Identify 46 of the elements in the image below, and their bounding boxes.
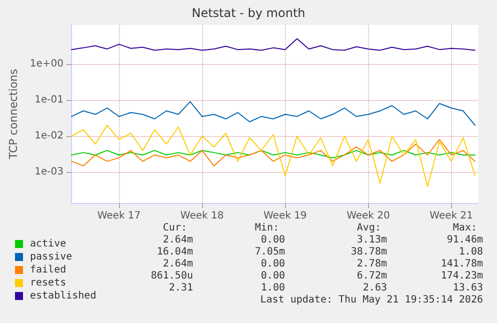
chart-title: Netstat - by month <box>192 6 306 20</box>
legend-label: failed <box>30 264 66 276</box>
x-tick-label: Week 18 <box>180 210 224 222</box>
text: Min: <box>254 222 279 234</box>
text: 13.63 <box>452 282 483 294</box>
line-series <box>71 101 476 126</box>
text: 2.63 <box>362 282 387 294</box>
line-series <box>71 38 476 51</box>
text: 861.50u <box>150 270 193 282</box>
text: 2.78m <box>356 258 387 270</box>
y-tick-label: 1e-03 <box>34 166 64 178</box>
text: Avg: <box>356 222 381 234</box>
legend-label: passive <box>30 252 72 262</box>
text: 1.00 <box>260 282 285 294</box>
text: 2.64m <box>162 258 193 270</box>
y-tick-label: 1e-01 <box>34 94 64 106</box>
x-tick-label: Week 21 <box>430 210 473 222</box>
text: Max: <box>452 222 477 234</box>
text: 7.05m <box>254 246 285 258</box>
line-series <box>71 124 476 188</box>
text: 141.78m <box>440 258 483 270</box>
y-tick-label: 1e+00 <box>30 58 64 70</box>
legend-label: active <box>30 238 66 250</box>
text: 0.00 <box>260 258 285 270</box>
x-tick-label: Week 19 <box>263 210 307 222</box>
text: Last update: Thu May 21 19:35:14 2026 <box>260 294 483 306</box>
y-tick-label: 1e-02 <box>34 130 64 142</box>
line-series <box>71 150 476 158</box>
line-series <box>71 139 476 166</box>
legend-label: established <box>30 290 96 302</box>
text: 16.04m <box>156 246 193 258</box>
legend-label: resets <box>30 278 66 288</box>
text: 38.78m <box>350 246 387 258</box>
x-tick-label: Week 20 <box>346 210 390 222</box>
text: 2.31 <box>168 282 193 294</box>
y-axis-title: TCP connections <box>7 68 20 160</box>
text: 0.00 <box>260 234 285 246</box>
text: 3.13m <box>356 234 387 246</box>
text: 6.72m <box>356 270 387 282</box>
text: 174.23m <box>440 270 483 282</box>
text: 2.64m <box>162 234 193 246</box>
text: 0.00 <box>260 270 285 282</box>
text: 1.08 <box>458 246 483 258</box>
text: Cur: <box>162 222 187 234</box>
x-tick-label: Week 17 <box>97 210 141 222</box>
text: 91.46m <box>446 234 483 246</box>
